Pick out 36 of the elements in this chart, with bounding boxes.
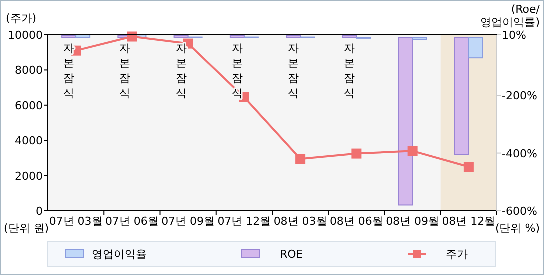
y-axis-title: (주가) (6, 12, 37, 25)
x-tick-label: 08년 03월 (274, 215, 328, 228)
point (352, 148, 362, 159)
point (296, 154, 306, 164)
x-tick-label: 07년 12월 (218, 215, 272, 228)
data-label: 자본잠식 (344, 42, 356, 100)
y2-tick-label: -200% (502, 90, 538, 103)
legend-label: 주가 (446, 248, 468, 261)
y-tick-label: 2000 (15, 170, 43, 183)
y2-axis-title: (Roe/ 영업이익률) (480, 3, 540, 29)
data-label: 자본잠식 (120, 42, 131, 100)
y2-tick-label: 10% (502, 29, 526, 42)
x-tick-label: 07년 03월 (49, 215, 103, 228)
x-tick-label: 08년 06월 (330, 215, 384, 228)
y-tick-label: 4000 (15, 134, 43, 148)
text: (단위 원) (4, 222, 50, 235)
point (464, 162, 474, 172)
data-label: 자본잠식 (288, 42, 300, 100)
x-tick-label: 07년 09월 (162, 215, 216, 228)
y2-tick-label: -400% (502, 147, 538, 160)
point (127, 32, 138, 42)
legend-label: 영업이익율 (92, 248, 147, 261)
x-tick-label: 08년 09월 (386, 215, 440, 228)
y-tick-label: 8000 (15, 64, 43, 78)
y2-tick-label: -600% (502, 205, 538, 218)
point (408, 146, 418, 156)
y-tick-label: 0 (36, 205, 43, 218)
x-tick-label: 07년 06월 (105, 215, 159, 228)
data-label: 자본잠식 (232, 42, 243, 100)
text: (단위 %) (495, 222, 540, 235)
y-tick-label: 6000 (15, 99, 43, 112)
data-label: 자본잠식 (176, 42, 187, 100)
y-tick-label: 10000 (8, 29, 43, 42)
x-tick-label: 08년 12월 (442, 215, 496, 228)
data-label: 자본잠식 (64, 42, 75, 100)
legend-label: ROE (280, 248, 304, 261)
